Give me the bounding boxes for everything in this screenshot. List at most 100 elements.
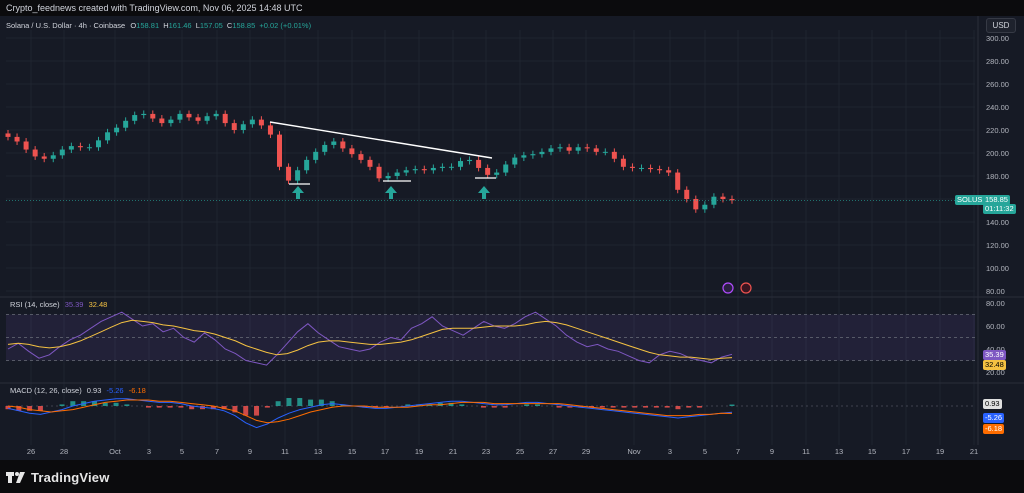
candle-body bbox=[548, 148, 554, 152]
macd-histogram-bar bbox=[448, 402, 454, 406]
candle-body bbox=[666, 170, 672, 173]
macd-panel bbox=[5, 398, 975, 429]
candle-body bbox=[150, 113, 156, 119]
candle-body bbox=[584, 147, 590, 149]
tradingview-logo-icon bbox=[6, 472, 25, 483]
time-axis-label: 28 bbox=[60, 447, 68, 456]
countdown-tag: 01:11:32 bbox=[983, 204, 1016, 214]
macd-histogram-bar bbox=[16, 406, 22, 411]
candle-body bbox=[77, 146, 83, 148]
low-label: L bbox=[195, 21, 200, 30]
price-axis-label: 140.00 bbox=[986, 218, 1009, 227]
price-symbol-tag: SOLUSD bbox=[955, 195, 990, 205]
macd-line-tag: -5.26 bbox=[983, 413, 1005, 423]
macd-histogram-bar bbox=[610, 406, 616, 408]
candle-body bbox=[439, 166, 445, 168]
rsi-value-tag: 35.39 bbox=[983, 350, 1006, 360]
macd-histogram-bar bbox=[27, 406, 33, 411]
candle-body bbox=[639, 167, 644, 169]
candle-body bbox=[458, 161, 463, 167]
descending-trendline bbox=[269, 121, 493, 159]
candle-body bbox=[96, 140, 101, 148]
candle-body bbox=[32, 149, 38, 157]
candle-body bbox=[430, 167, 436, 171]
time-axis-label: 5 bbox=[180, 447, 184, 456]
chart-area[interactable] bbox=[0, 16, 1024, 460]
candle-body bbox=[141, 113, 147, 116]
rsi-axis-label: 60.00 bbox=[986, 322, 1005, 331]
price-panel bbox=[5, 110, 955, 213]
candle-body bbox=[168, 119, 174, 124]
macd-hist-tag: 0.93 bbox=[983, 399, 1002, 409]
time-axis-label: 15 bbox=[868, 447, 876, 456]
macd-histogram-bar bbox=[286, 398, 292, 406]
event-icon bbox=[722, 282, 734, 294]
time-axis-label: 9 bbox=[248, 447, 252, 456]
earnings-icon bbox=[740, 282, 752, 294]
macd-histogram-bar bbox=[729, 404, 735, 406]
currency-button[interactable]: USD bbox=[986, 18, 1016, 33]
time-axis-label: 3 bbox=[147, 447, 151, 456]
tradingview-wordmark: TradingView bbox=[31, 469, 110, 485]
candle-body bbox=[657, 169, 663, 171]
high-label: H bbox=[163, 21, 169, 30]
time-axis-label: 7 bbox=[736, 447, 740, 456]
time-axis-label: 15 bbox=[348, 447, 356, 456]
macd-histogram-bar bbox=[221, 406, 227, 410]
tradingview-logo[interactable]: TradingView bbox=[6, 469, 110, 485]
chart-svg[interactable]: 300.00 280.00 260.00 240.00 220.00 200.00 180.… bbox=[0, 0, 1024, 460]
candle-body bbox=[222, 113, 228, 124]
macd-histogram-bar bbox=[178, 406, 184, 408]
candle-body bbox=[629, 166, 635, 168]
time-axis-label: Oct bbox=[109, 447, 122, 456]
rsi-ma-line bbox=[7, 319, 733, 360]
candle-body bbox=[711, 196, 717, 205]
candle-body bbox=[729, 199, 735, 201]
rsi-axis-label: 40.00 bbox=[986, 345, 1005, 354]
rsi-title: RSI (14, close) bbox=[10, 300, 60, 309]
chart-caption: Crypto_feednews created with TradingView… bbox=[6, 3, 303, 13]
candle-body bbox=[675, 172, 681, 190]
candle-body bbox=[23, 141, 29, 150]
candle-body bbox=[593, 148, 599, 152]
macd-title: MACD (12, 26, close) bbox=[10, 386, 82, 395]
price-axis-label: 300.00 bbox=[986, 34, 1009, 43]
price-axis-label: 100.00 bbox=[986, 264, 1009, 273]
candle-body bbox=[648, 167, 654, 170]
open-value: 158.81 bbox=[136, 21, 160, 30]
candle-body bbox=[376, 166, 382, 179]
candle-body bbox=[186, 113, 192, 118]
candle-body bbox=[123, 120, 129, 128]
macd-histogram-bar bbox=[145, 406, 151, 408]
candle-body bbox=[611, 151, 617, 159]
macd-histogram-bar bbox=[643, 406, 649, 408]
time-axis-label: 9 bbox=[770, 447, 774, 456]
close-value: 158.85 bbox=[232, 21, 256, 30]
candle-body bbox=[68, 146, 74, 150]
candle-body bbox=[412, 169, 418, 171]
rsi-band bbox=[6, 314, 975, 361]
macd-line-value: -5.26 bbox=[106, 386, 124, 395]
macd-histogram-bar bbox=[632, 406, 638, 408]
time-axis-label: 11 bbox=[802, 447, 810, 456]
time-axis-label: 23 bbox=[482, 447, 490, 456]
price-axis-label: 220.00 bbox=[986, 126, 1009, 135]
up-arrow-icon bbox=[385, 186, 397, 199]
macd-legend: MACD (12, 26, close) 0.93 -5.26 -6.18 bbox=[10, 386, 146, 395]
candle-body bbox=[313, 151, 319, 160]
candle-body bbox=[494, 172, 500, 175]
price-axis-label: 280.00 bbox=[986, 57, 1009, 66]
candle-body bbox=[331, 141, 337, 145]
candle-body bbox=[86, 147, 92, 149]
candle-body bbox=[539, 151, 545, 155]
macd-line bbox=[7, 398, 733, 429]
time-axis-label: 26 bbox=[27, 447, 35, 456]
candle-body bbox=[702, 204, 708, 210]
price-axis-label: 80.00 bbox=[986, 287, 1005, 296]
macd-hist-value: 0.93 bbox=[86, 386, 102, 395]
candle-body bbox=[295, 170, 301, 181]
time-axis-label: 21 bbox=[970, 447, 978, 456]
time-axis-label: 25 bbox=[516, 447, 524, 456]
candle-body bbox=[575, 147, 581, 151]
macd-histogram-bar bbox=[556, 406, 562, 408]
